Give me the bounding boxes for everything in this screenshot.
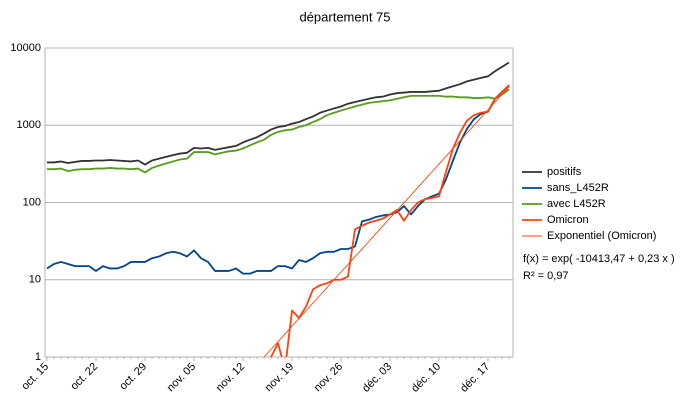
plot-lines: [46, 61, 510, 357]
series-line: [263, 86, 510, 357]
series-line: [47, 88, 510, 174]
y-tick-label: 10000: [10, 42, 41, 54]
legend-label: sans_L452R: [547, 182, 609, 194]
annotation: R² = 0,97: [523, 270, 569, 282]
legend-label: positifs: [547, 166, 582, 178]
y-tick-label: 1000: [17, 119, 41, 131]
y-tick-label: 10: [29, 274, 41, 286]
series-line: [47, 61, 510, 166]
chart-title: département 75: [299, 9, 390, 24]
legend-label: avec L452R: [547, 198, 606, 210]
legend-label: Exponentiel (Omicron): [547, 230, 656, 242]
plot-border: [44, 47, 514, 358]
y-tick-label: 1: [35, 351, 41, 363]
series-line: [46, 85, 510, 275]
series-line: [270, 84, 510, 357]
legend-label: Omicron: [547, 214, 589, 226]
annotation: f(x) = exp( -10413,47 + 0,23 x ): [523, 253, 675, 265]
y-tick-label: 100: [23, 196, 41, 208]
